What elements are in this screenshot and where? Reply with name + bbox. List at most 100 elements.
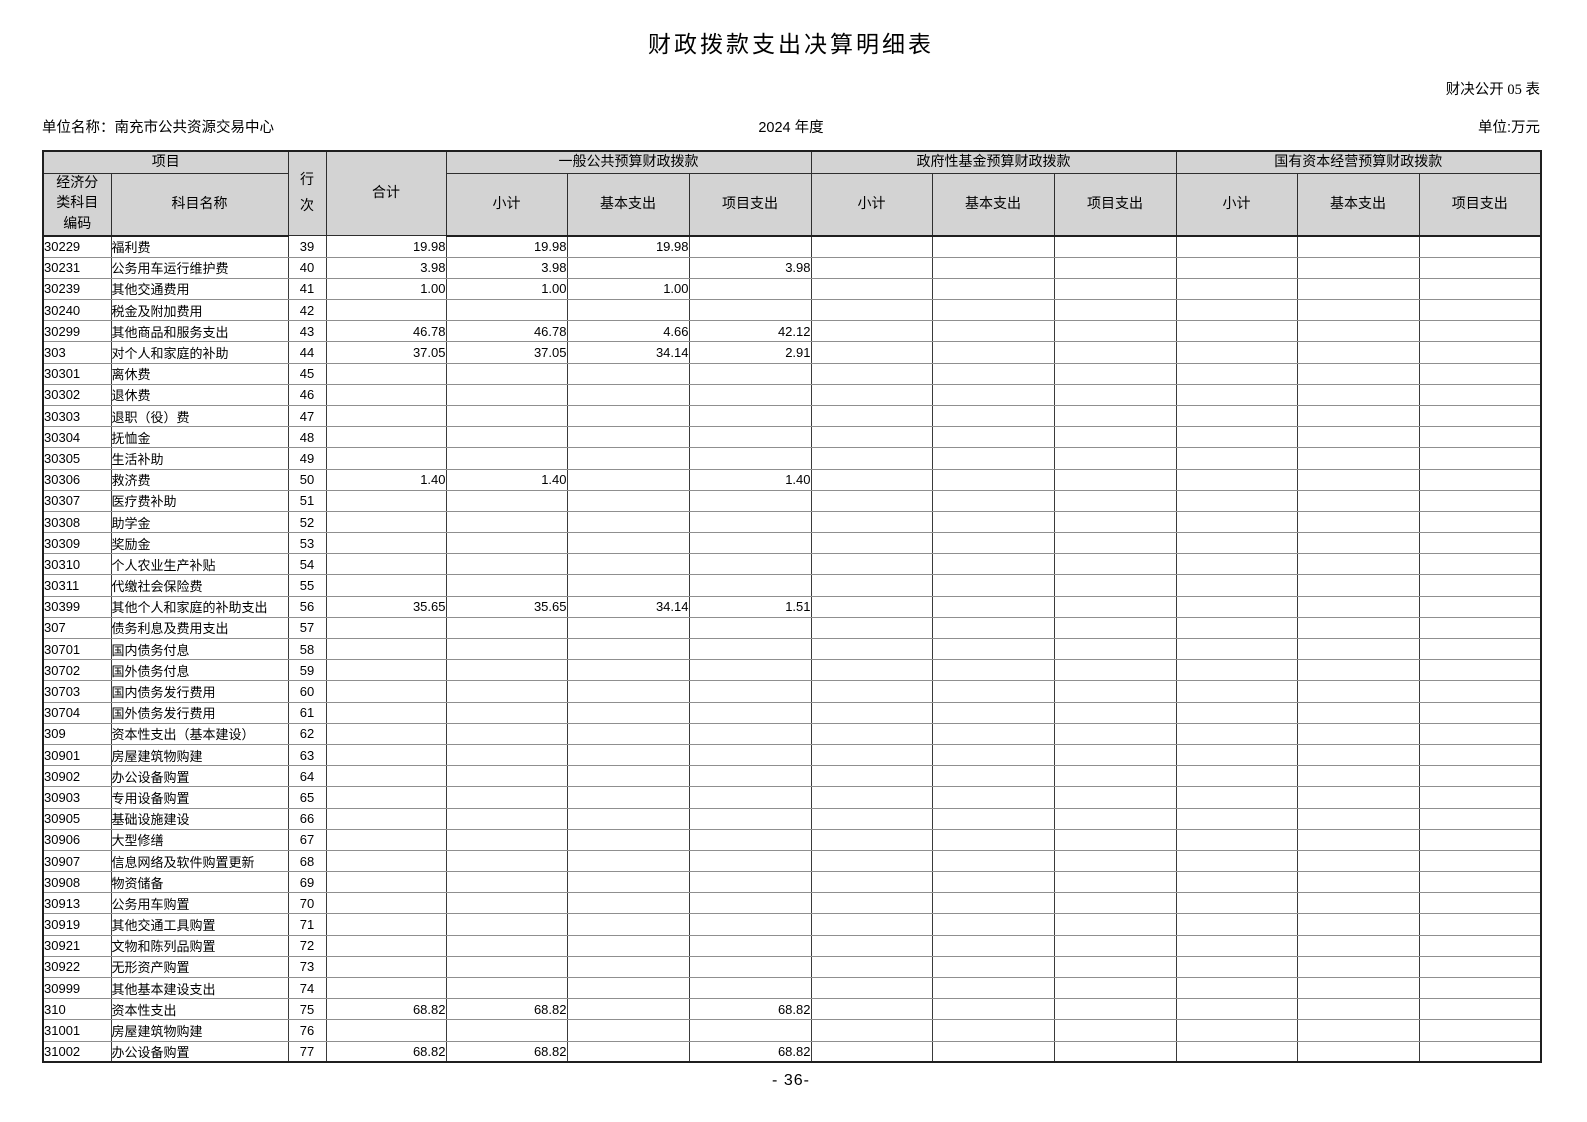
cell-statecap-project: [1418, 828, 1542, 851]
cell-code: 30921: [42, 934, 112, 957]
cell-statecap-basic: [1296, 955, 1420, 979]
cell-statecap-project: [1418, 553, 1542, 576]
cell-general-project: [688, 765, 812, 788]
cell-govfund-basic: [931, 404, 1055, 428]
cell-subject-name: 国外债务付息: [110, 659, 289, 682]
cell-statecap-basic: [1296, 553, 1420, 576]
header-general-project: 项目支出: [688, 173, 812, 237]
cell-govfund-project: [1053, 977, 1177, 1000]
cell-general-project: [688, 934, 812, 957]
cell-statecap-project: [1418, 362, 1542, 385]
cell-statecap-subtotal: [1175, 807, 1298, 830]
cell-govfund-project: [1053, 595, 1177, 618]
cell-general-project: [688, 786, 812, 809]
cell-general-project: 68.82: [688, 998, 812, 1021]
cell-statecap-basic: [1296, 468, 1420, 491]
table-row: 30231 公务用车运行维护费 40 3.98 3.98 3.98: [42, 256, 1542, 279]
cell-general-basic: [566, 1040, 690, 1063]
cell-line-no: 64: [287, 765, 327, 788]
cell-line-no: 57: [287, 616, 327, 640]
cell-govfund-basic: [931, 532, 1055, 555]
header-statecap-project: 项目支出: [1418, 173, 1542, 237]
cell-total: [325, 447, 447, 470]
cell-total: [325, 362, 447, 385]
cell-govfund-basic: [931, 277, 1055, 301]
cell-govfund-basic: [931, 1019, 1055, 1042]
cell-govfund-project: [1053, 341, 1177, 364]
cell-statecap-project: [1418, 955, 1542, 979]
cell-total: 37.05: [325, 341, 447, 364]
cell-subject-name: 税金及附加费用: [110, 299, 289, 322]
cell-general-subtotal: [445, 807, 568, 830]
cell-total: 3.98: [325, 256, 447, 279]
cell-statecap-project: [1418, 849, 1542, 873]
cell-general-project: [688, 510, 812, 534]
cell-statecap-basic: [1296, 299, 1420, 322]
cell-total: [325, 553, 447, 576]
cell-statecap-basic: [1296, 595, 1420, 618]
cell-statecap-basic: [1296, 765, 1420, 788]
cell-code: 307: [42, 616, 112, 640]
meta-row: 单位名称：南充市公共资源交易中心 2024 年度 单位:万元: [42, 116, 1540, 137]
cell-govfund-subtotal: [810, 701, 933, 724]
cell-govfund-project: [1053, 765, 1177, 788]
cell-govfund-subtotal: [810, 277, 933, 301]
cell-govfund-subtotal: [810, 807, 933, 830]
cell-statecap-subtotal: [1175, 1019, 1298, 1042]
table-row: 310 资本性支出 75 68.82 68.82 68.82: [42, 998, 1542, 1021]
cell-govfund-subtotal: [810, 892, 933, 915]
cell-total: [325, 892, 447, 915]
cell-line-no: 44: [287, 341, 327, 364]
cell-statecap-basic: [1296, 362, 1420, 385]
cell-general-subtotal: [445, 447, 568, 470]
table-row: 307 债务利息及费用支出 57: [42, 616, 1542, 640]
cell-general-basic: [566, 299, 690, 322]
cell-govfund-basic: [931, 659, 1055, 682]
cell-line-no: 59: [287, 659, 327, 682]
cell-statecap-basic: [1296, 786, 1420, 809]
cell-general-project: 42.12: [688, 320, 812, 343]
cell-statecap-basic: [1296, 447, 1420, 470]
cell-general-subtotal: [445, 362, 568, 385]
cell-general-subtotal: 19.98: [445, 235, 568, 258]
cell-govfund-basic: [931, 320, 1055, 343]
cell-subject-name: 代缴社会保险费: [110, 574, 289, 597]
cell-statecap-subtotal: [1175, 849, 1298, 873]
cell-general-basic: [566, 616, 690, 640]
cell-statecap-project: [1418, 256, 1542, 279]
cell-statecap-project: [1418, 595, 1542, 618]
cell-govfund-project: [1053, 701, 1177, 724]
cell-line-no: 62: [287, 722, 327, 745]
cell-govfund-project: [1053, 934, 1177, 957]
cell-general-project: [688, 553, 812, 576]
cell-total: [325, 659, 447, 682]
cell-total: [325, 955, 447, 979]
unit-name-label: 单位名称：: [42, 119, 115, 136]
cell-subject-name: 信息网络及软件购置更新: [110, 849, 289, 873]
cell-govfund-subtotal: [810, 426, 933, 449]
header-line-no: 行次: [287, 150, 327, 237]
cell-statecap-basic: [1296, 659, 1420, 682]
cell-subject-name: 其他交通工具购置: [110, 913, 289, 936]
cell-govfund-basic: [931, 235, 1055, 258]
cell-statecap-project: [1418, 1019, 1542, 1042]
cell-statecap-project: [1418, 998, 1542, 1021]
cell-line-no: 39: [287, 235, 327, 258]
cell-general-basic: [566, 447, 690, 470]
cell-general-project: [688, 955, 812, 979]
cell-govfund-project: [1053, 786, 1177, 809]
cell-govfund-subtotal: [810, 362, 933, 385]
cell-statecap-subtotal: [1175, 383, 1298, 406]
table-row: 30901 房屋建筑物购建 63: [42, 743, 1542, 767]
table-row: 30906 大型修缮 67: [42, 828, 1542, 851]
table-row: 30304 抚恤金 48: [42, 426, 1542, 449]
cell-line-no: 40: [287, 256, 327, 279]
cell-statecap-basic: [1296, 320, 1420, 343]
cell-line-no: 45: [287, 362, 327, 385]
cell-statecap-subtotal: [1175, 1040, 1298, 1063]
cell-govfund-basic: [931, 998, 1055, 1021]
cell-code: 30308: [42, 510, 112, 534]
cell-govfund-project: [1053, 256, 1177, 279]
cell-subject-name: 办公设备购置: [110, 1040, 289, 1063]
cell-govfund-basic: [931, 955, 1055, 979]
